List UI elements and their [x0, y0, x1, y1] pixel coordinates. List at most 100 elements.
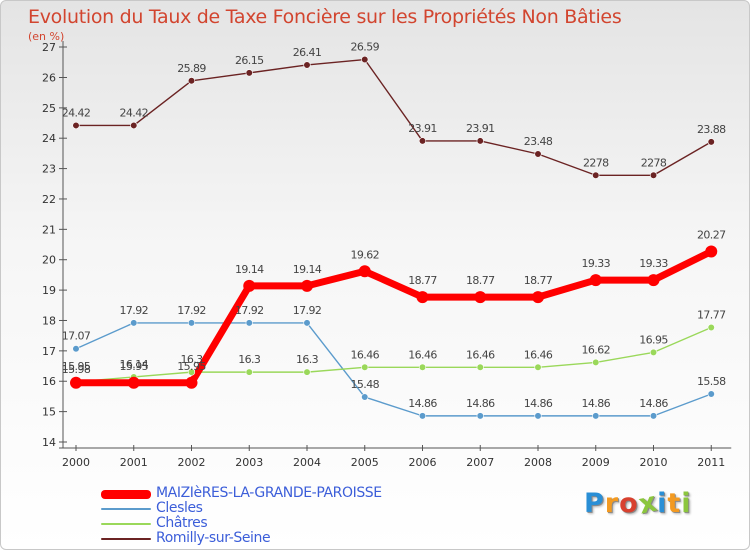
data-point [301, 279, 313, 292]
x-tick-label: 2007 [466, 456, 494, 469]
data-label: 26.15 [235, 54, 264, 67]
data-point [534, 150, 542, 158]
y-tick-label: 16 [42, 375, 56, 388]
x-tick-label: 2006 [409, 456, 437, 469]
y-tick-label: 19 [42, 284, 56, 297]
x-tick-label: 2010 [640, 456, 668, 469]
data-point [534, 363, 542, 371]
data-label: 19.62 [351, 248, 380, 261]
legend-label: Clesles [156, 500, 203, 516]
data-label: 23.91 [408, 122, 437, 135]
y-tick-label: 21 [42, 223, 56, 236]
data-label: 15.95 [62, 360, 91, 373]
data-point [72, 121, 80, 130]
data-label: 17.92 [235, 304, 264, 317]
data-label: 16.14 [120, 358, 149, 371]
proxiti-logo: Proxiti [584, 486, 692, 520]
x-tick-label: 2009 [582, 456, 610, 469]
data-label: 15.95 [177, 360, 206, 373]
y-tick-label: 17 [42, 345, 56, 358]
data-label: 16.46 [466, 348, 495, 361]
y-tick-label: 20 [42, 254, 56, 267]
data-label: 18.77 [408, 274, 437, 287]
data-label: 14.86 [408, 397, 437, 410]
data-label: 24.42 [62, 106, 91, 119]
data-point [649, 412, 658, 420]
logo-letter: i [657, 488, 668, 519]
x-tick-label: 2011 [697, 456, 725, 469]
data-labels: 24.42 24.42 25.89 26.15 26.41 26.59 23.91 23.91… [62, 41, 727, 410]
series-line [75, 322, 712, 417]
data-label: 15.95 [120, 360, 149, 373]
data-label: 16.46 [524, 348, 553, 361]
data-label: 19.14 [235, 263, 264, 276]
y-tick-label: 27 [42, 41, 56, 54]
chart-title: Evolution du Taux de Taxe Foncière sur l… [28, 6, 622, 28]
data-label: 15.98 [62, 363, 91, 376]
x-tick-label: 2003 [235, 456, 263, 469]
data-label: 23.88 [697, 123, 726, 136]
data-point [649, 348, 658, 356]
y-tick-label: 23 [42, 163, 56, 176]
legend-swatch [101, 523, 151, 525]
data-point [476, 137, 484, 145]
data-point [592, 412, 600, 420]
data-label: 15.48 [351, 378, 380, 391]
data-point [418, 137, 427, 145]
data-point [130, 121, 138, 130]
data-point [476, 412, 484, 420]
series-lines [72, 58, 715, 417]
data-point [707, 323, 715, 332]
data-point [303, 368, 311, 376]
data-point [245, 368, 253, 376]
data-point [130, 319, 138, 327]
data-label: 14.86 [524, 397, 553, 410]
x-tick-label: 2002 [178, 456, 206, 469]
data-point [476, 363, 484, 371]
data-label: 17.77 [697, 308, 726, 321]
legend-swatch [101, 508, 151, 510]
legend-label: MAIZIèRES-LA-GRANDE-PAROISSE [156, 485, 382, 501]
data-point [187, 368, 196, 376]
data-label: 2278 [641, 156, 667, 169]
y-tick-label: 22 [42, 193, 56, 206]
data-point [592, 358, 600, 367]
data-label: 18.77 [466, 274, 495, 287]
y-tick-label: 25 [42, 102, 56, 115]
x-tick-label: 2005 [351, 456, 379, 469]
data-label: 16.3 [238, 353, 261, 366]
chart-subtitle: (en %) [28, 30, 65, 43]
data-point [705, 245, 718, 258]
data-point [592, 171, 600, 179]
data-point [474, 291, 487, 304]
data-label: 14.86 [582, 397, 611, 410]
logo-letter: o [619, 488, 639, 519]
logo-letter: r [604, 488, 620, 519]
data-label: 17.92 [293, 304, 322, 317]
data-label: 2278 [583, 156, 609, 169]
data-point [245, 69, 253, 77]
data-point [303, 319, 311, 327]
data-point [245, 319, 253, 327]
data-label: 17.92 [120, 304, 149, 317]
data-label: 24.42 [120, 106, 149, 119]
series-line [75, 326, 712, 383]
y-tick-label: 14 [42, 436, 56, 449]
data-label: 26.41 [293, 46, 322, 59]
x-tick-label: 2001 [120, 456, 148, 469]
data-label: 26.59 [351, 41, 380, 54]
series-line [75, 58, 712, 176]
logo-letter: t [667, 488, 682, 519]
data-point [243, 279, 256, 292]
axes: 14 15 16 17 18 19 20 21 22 23 24 25 26 27 2000 2001 2002… [42, 41, 732, 469]
data-label: 16.62 [582, 343, 611, 356]
data-point [303, 61, 311, 69]
x-tick-label: 2000 [62, 456, 90, 469]
legend-swatch [101, 538, 151, 540]
data-label: 15.58 [697, 375, 726, 388]
data-point [647, 274, 660, 287]
data-point [589, 274, 602, 287]
logo-letter: P [584, 488, 605, 519]
data-point [649, 171, 658, 179]
